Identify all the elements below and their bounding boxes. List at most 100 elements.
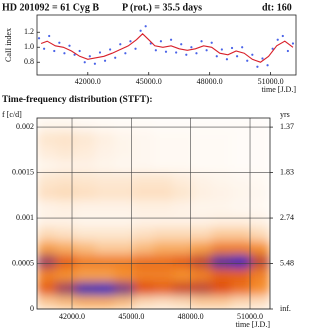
heatmap-cell [231,200,251,214]
heatmap-cell [250,172,270,186]
data-point [266,64,268,66]
heatmap-cell [56,145,76,159]
heatmap-cell [211,118,231,132]
heatmap-cell [192,213,212,227]
heatmap-cell [37,295,57,309]
heatmap-cell [37,131,57,145]
heatmap-cell [95,145,115,159]
heatmap-cell [95,295,115,309]
y-tick-label: 0.001 [16,213,34,222]
data-point [155,49,157,51]
heatmap-cell [250,295,270,309]
data-point [48,35,50,37]
heatmap-cell [153,131,173,145]
y2-tick-label: 1.83 [280,167,294,176]
heatmap-cell [250,118,270,132]
heatmap-cell [192,295,212,309]
data-point [287,50,289,52]
heatmap-cell [37,268,57,282]
heatmap-cell [56,254,76,268]
heatmap-cell [153,200,173,214]
heatmap-cell [76,159,96,173]
heatmap-cell [153,145,173,159]
heatmap-cell [95,254,115,268]
heatmap-cell [173,131,193,145]
data-point [206,49,208,51]
heatmap-cell [211,240,231,254]
heatmap-cell [192,172,212,186]
data-point [221,48,223,50]
heatmap-cell [231,213,251,227]
heatmap-cell [76,295,96,309]
y-tick-label: 0.0005 [12,258,34,267]
section-title: Time-frequency distribution (STFT): [2,94,153,105]
data-point [63,52,65,54]
heatmap-cell [250,281,270,295]
data-point [84,61,86,63]
heatmap-cell [173,227,193,241]
heatmap-cell [153,213,173,227]
heatmap-cell [76,281,96,295]
y2-tick-label: 1.37 [280,122,294,131]
heatmap-cell [95,118,115,132]
heatmap-cell [250,240,270,254]
heatmap-cell [56,268,76,282]
data-point [261,57,263,59]
y-tick-label: 0.8 [24,57,34,66]
heatmap-cell [56,295,76,309]
heatmap-cell [231,227,251,241]
heatmap-cell [37,172,57,186]
heatmap-cell [211,131,231,145]
x-tick-label: 42000.0 [59,312,85,321]
heatmap-cell [231,295,251,309]
heatmap-cell [192,186,212,200]
x-tick-label: 45000.0 [118,312,144,321]
heatmap-cell [192,145,212,159]
heatmap-cell [211,295,231,309]
y-axis-label: f [c/d] [2,110,22,119]
heatmap-cell [95,213,115,227]
heatmap-cell [37,240,57,254]
heatmap-cell [173,281,193,295]
heatmap-cell [250,213,270,227]
heatmap-cell [173,118,193,132]
heatmap-cell [192,268,212,282]
data-point [277,39,279,41]
heatmap-cell [192,159,212,173]
y-tick-label: 0 [30,304,34,313]
data-point [175,51,177,53]
y2-axis-label: yrs [280,110,290,119]
x-axis-label: time [J.D.] [262,85,297,94]
data-point [185,54,187,56]
dt: dt: 160 [262,2,292,13]
heatmap-cell [211,268,231,282]
heatmap-cell [56,200,76,214]
star-name: HD 201092 = 61 Cyg B [2,2,99,13]
heatmap-cell [134,186,154,200]
data-point [140,30,142,32]
data-point [58,42,60,44]
data-point [119,43,121,45]
heatmap-cell [192,254,212,268]
heatmap-cell [173,213,193,227]
data-point [211,42,213,44]
heatmap-cell [250,227,270,241]
heatmap-cell [56,172,76,186]
heatmap-cell [134,240,154,254]
heatmap-cell [134,268,154,282]
heatmap-cell [37,200,57,214]
data-point [104,60,106,62]
heatmap-cell [153,172,173,186]
data-point [160,40,162,42]
heatmap-cell [134,159,154,173]
data-point [292,42,294,44]
heatmap-cell [76,186,96,200]
heatmap-cell [192,131,212,145]
y-tick-label: 0.002 [16,122,34,131]
data-point [195,52,197,54]
heatmap-cell [37,254,57,268]
data-point [124,52,126,54]
data-point [53,50,55,52]
heatmap-cell [95,200,115,214]
heatmap-cell [56,159,76,173]
